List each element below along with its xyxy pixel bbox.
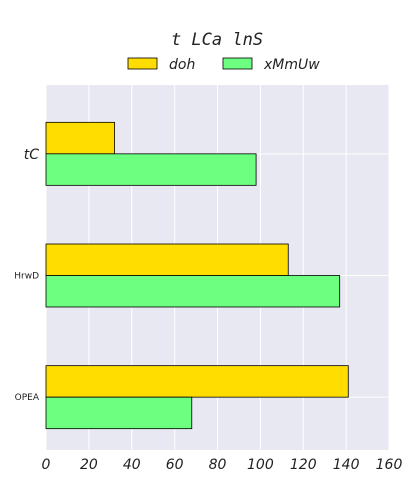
legend-label-xmmuw: xMmUw xyxy=(263,57,320,73)
x-tick-label: 160 xyxy=(376,457,403,473)
y-tick-label: HrwD xyxy=(14,272,39,282)
x-tick-label: 20 xyxy=(80,457,98,473)
x-tick-label: 0 xyxy=(42,457,51,473)
x-tick-label: 80 xyxy=(209,457,227,473)
bar-doh-hrwd xyxy=(45,243,289,276)
y-tick-label: OPEA xyxy=(15,393,40,403)
legend-swatch-doh xyxy=(127,57,158,70)
bar-doh-tc xyxy=(45,121,115,155)
x-tick-label: 100 xyxy=(247,457,274,473)
legend-swatch-xmmuw xyxy=(222,57,253,70)
x-tick-label: 40 xyxy=(123,457,141,473)
x-tick-label: 120 xyxy=(290,457,317,473)
x-tick-label: 140 xyxy=(333,457,360,473)
bar-doh-opea xyxy=(45,365,349,398)
bar-xmmuw-opea xyxy=(45,396,193,430)
chart-title: t LCa lnS xyxy=(171,30,263,50)
bar-xmmuw-hrwd xyxy=(45,275,341,308)
legend-label-doh: doh xyxy=(169,57,195,73)
legend: doh xMmUw xyxy=(127,57,320,73)
x-tick-label: 60 xyxy=(166,457,184,473)
x-axis-ticks: 0 20 40 60 80 100 120 140 160 xyxy=(42,457,403,473)
bar-xmmuw-tc xyxy=(45,153,257,186)
bars xyxy=(45,121,349,430)
y-axis-ticks: tC HrwD OPEA xyxy=(14,147,40,403)
y-tick-label: tC xyxy=(24,147,39,163)
